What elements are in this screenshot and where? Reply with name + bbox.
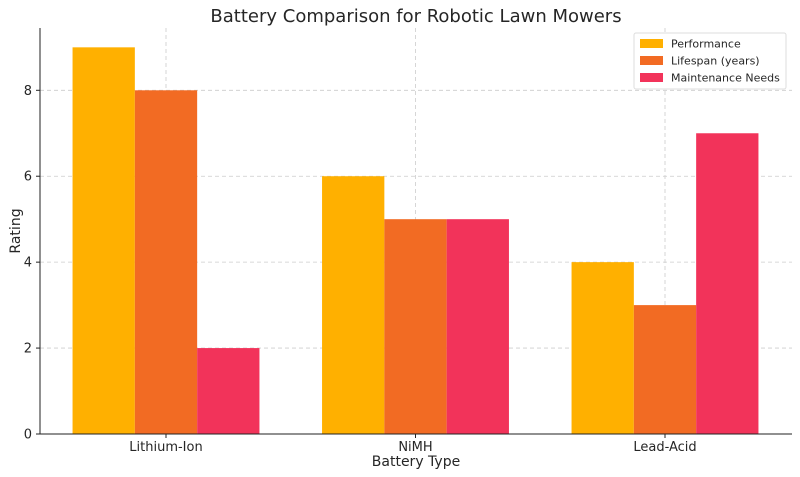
x-tick-label: Lead-Acid	[633, 440, 696, 455]
legend-frame	[633, 32, 787, 90]
ticks-layer: 0 2 4 6 8 Lithium-Ion NiMH Lead-Acid	[24, 84, 697, 455]
y-tick-label: 4	[24, 256, 32, 271]
y-tick-label: 8	[24, 84, 32, 99]
legend: Performance Lifespan (years) Maintenance N…	[633, 32, 787, 90]
x-tick-label: Lithium-Ion	[129, 440, 202, 455]
legend-swatch	[640, 39, 663, 48]
bars-layer	[72, 47, 759, 434]
y-tick-label: 2	[24, 342, 32, 357]
bar-performance-lithium-ion	[72, 47, 135, 434]
x-axis-label: Battery Type	[372, 454, 460, 470]
bar-lifespan-years-nimh	[384, 219, 447, 434]
bar-maintenance-needs-lead-acid	[696, 133, 759, 434]
legend-label: Lifespan (years)	[671, 55, 760, 68]
bar-lifespan-years-lead-acid	[633, 305, 697, 434]
y-tick-label: 6	[24, 170, 32, 185]
bar-performance-nimh	[322, 176, 385, 434]
y-axis-label: Rating	[8, 208, 24, 253]
legend-label: Maintenance Needs	[671, 72, 780, 85]
legend-swatch	[640, 56, 663, 65]
bar-lifespan-years-lithium-ion	[134, 90, 198, 434]
bar-maintenance-needs-nimh	[446, 219, 509, 434]
legend-label: Performance	[671, 38, 741, 51]
y-tick-label: 0	[24, 428, 32, 443]
legend-swatch	[640, 73, 663, 82]
chart-title: Battery Comparison for Robotic Lawn Mowe…	[210, 6, 621, 27]
bar-performance-lead-acid	[571, 262, 634, 434]
bar-maintenance-needs-lithium-ion	[197, 348, 260, 434]
x-tick-label: NiMH	[398, 440, 432, 455]
